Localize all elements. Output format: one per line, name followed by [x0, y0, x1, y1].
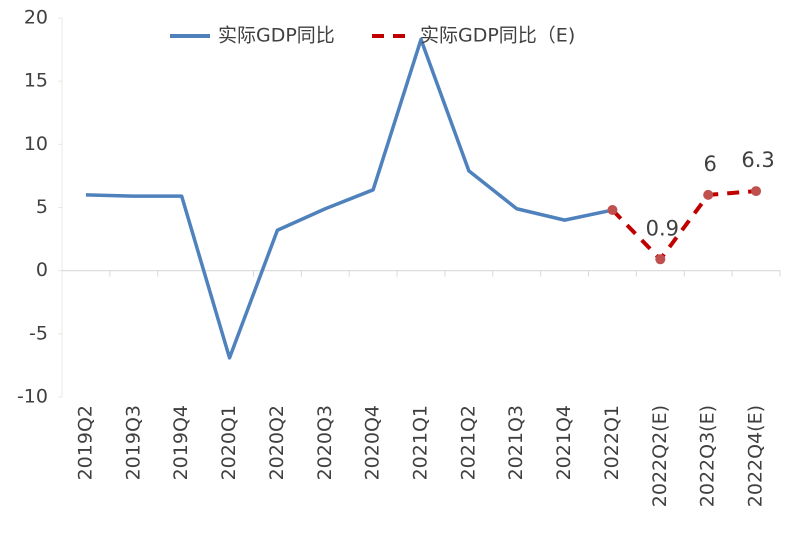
data-label: 6 — [704, 152, 717, 176]
legend-label: 实际GDP同比 — [218, 25, 335, 47]
x-tick-label: 2022Q2(E) — [649, 405, 671, 507]
x-tick-label: 2019Q3 — [122, 405, 144, 480]
series-line — [85, 37, 613, 360]
point — [607, 205, 618, 216]
x-tick-label: 2021Q2 — [457, 405, 479, 480]
series-line — [611, 189, 757, 262]
x-tick-label: 2020Q4 — [362, 405, 384, 480]
y-tick-label: -5 — [29, 322, 48, 344]
data-label: 0.9 — [646, 216, 679, 240]
point — [703, 189, 714, 200]
x-tick-label: 2020Q1 — [218, 405, 240, 480]
y-tick-label: 10 — [24, 133, 48, 155]
x-tick-label: 2019Q4 — [170, 405, 192, 480]
x-tick-label: 2019Q2 — [74, 405, 96, 480]
y-tick-label: 5 — [36, 196, 48, 218]
y-tick-label: 15 — [24, 70, 48, 92]
x-tick-label: 2021Q3 — [505, 405, 527, 480]
x-tick-label: 2020Q2 — [266, 405, 288, 480]
x-tick-label: 2022Q3(E) — [697, 405, 719, 507]
point — [751, 186, 762, 197]
y-tick-label: 20 — [24, 7, 48, 29]
point — [655, 254, 666, 265]
y-tick-label: 0 — [36, 259, 48, 281]
data-label: 6.3 — [741, 148, 774, 172]
x-tick-label: 2022Q1 — [601, 405, 623, 480]
y-tick-label: -10 — [17, 386, 48, 408]
x-tick-label: 2021Q1 — [410, 405, 432, 480]
x-tick-label: 2021Q4 — [553, 405, 575, 480]
x-tick-label: 2020Q3 — [314, 405, 336, 480]
x-tick-label: 2022Q4(E) — [745, 405, 767, 507]
legend-label: 实际GDP同比（E) — [420, 25, 575, 47]
